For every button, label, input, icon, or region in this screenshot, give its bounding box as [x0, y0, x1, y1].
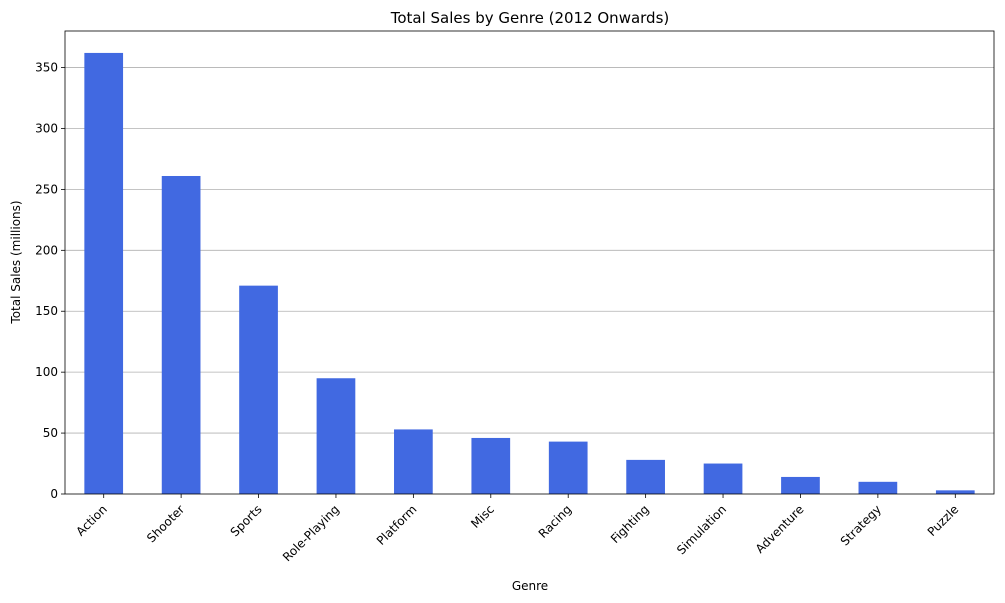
y-tick-label: 0 — [50, 487, 58, 501]
y-gridlines — [65, 67, 994, 434]
bar-puzzle — [935, 490, 975, 494]
y-axis-ticks: 0 50 100 150 200 250 300 350 — [35, 61, 65, 501]
x-tick-label: Sports — [228, 502, 265, 539]
x-tick-label: Racing — [536, 502, 575, 541]
bar-role-playing — [316, 378, 356, 494]
bar-fighting — [626, 459, 665, 494]
bar-strategy — [858, 481, 898, 494]
bars — [84, 52, 975, 494]
plot-frame — [64, 30, 995, 495]
y-tick-label: 300 — [35, 121, 58, 135]
bar-racing — [548, 441, 588, 494]
bar-misc — [471, 437, 511, 494]
y-tick-label: 150 — [35, 304, 58, 318]
x-tick-label: Adventure — [753, 502, 807, 556]
x-tick-label: Platform — [374, 502, 420, 548]
y-tick-label: 100 — [35, 365, 58, 379]
x-axis-label: Genre — [512, 579, 548, 593]
x-tick-label: Role-Playing — [280, 502, 342, 564]
x-tick-label: Puzzle — [925, 502, 962, 539]
chart-title: Total Sales by Genre (2012 Onwards) — [390, 9, 670, 27]
bar-action — [84, 52, 124, 494]
x-tick-label: Strategy — [838, 502, 884, 548]
y-tick-label: 350 — [35, 61, 58, 75]
bar-sports — [239, 285, 278, 494]
x-axis-ticks: Action Shooter Sports Role-Playing Platform M… — [73, 494, 961, 564]
bar-platform — [394, 429, 433, 494]
bar-simulation — [703, 463, 743, 494]
y-tick-label: 200 — [35, 243, 58, 257]
x-tick-label: Misc — [468, 502, 497, 531]
y-axis-label: Total Sales (millions) — [9, 200, 23, 324]
y-tick-label: 50 — [43, 426, 58, 440]
x-tick-label: Fighting — [608, 502, 652, 546]
x-tick-label: Simulation — [674, 502, 729, 557]
bar-adventure — [781, 476, 820, 494]
bar-shooter — [161, 175, 201, 494]
y-tick-label: 250 — [35, 182, 58, 196]
x-tick-label: Action — [73, 502, 109, 538]
x-tick-label: Shooter — [144, 502, 187, 545]
